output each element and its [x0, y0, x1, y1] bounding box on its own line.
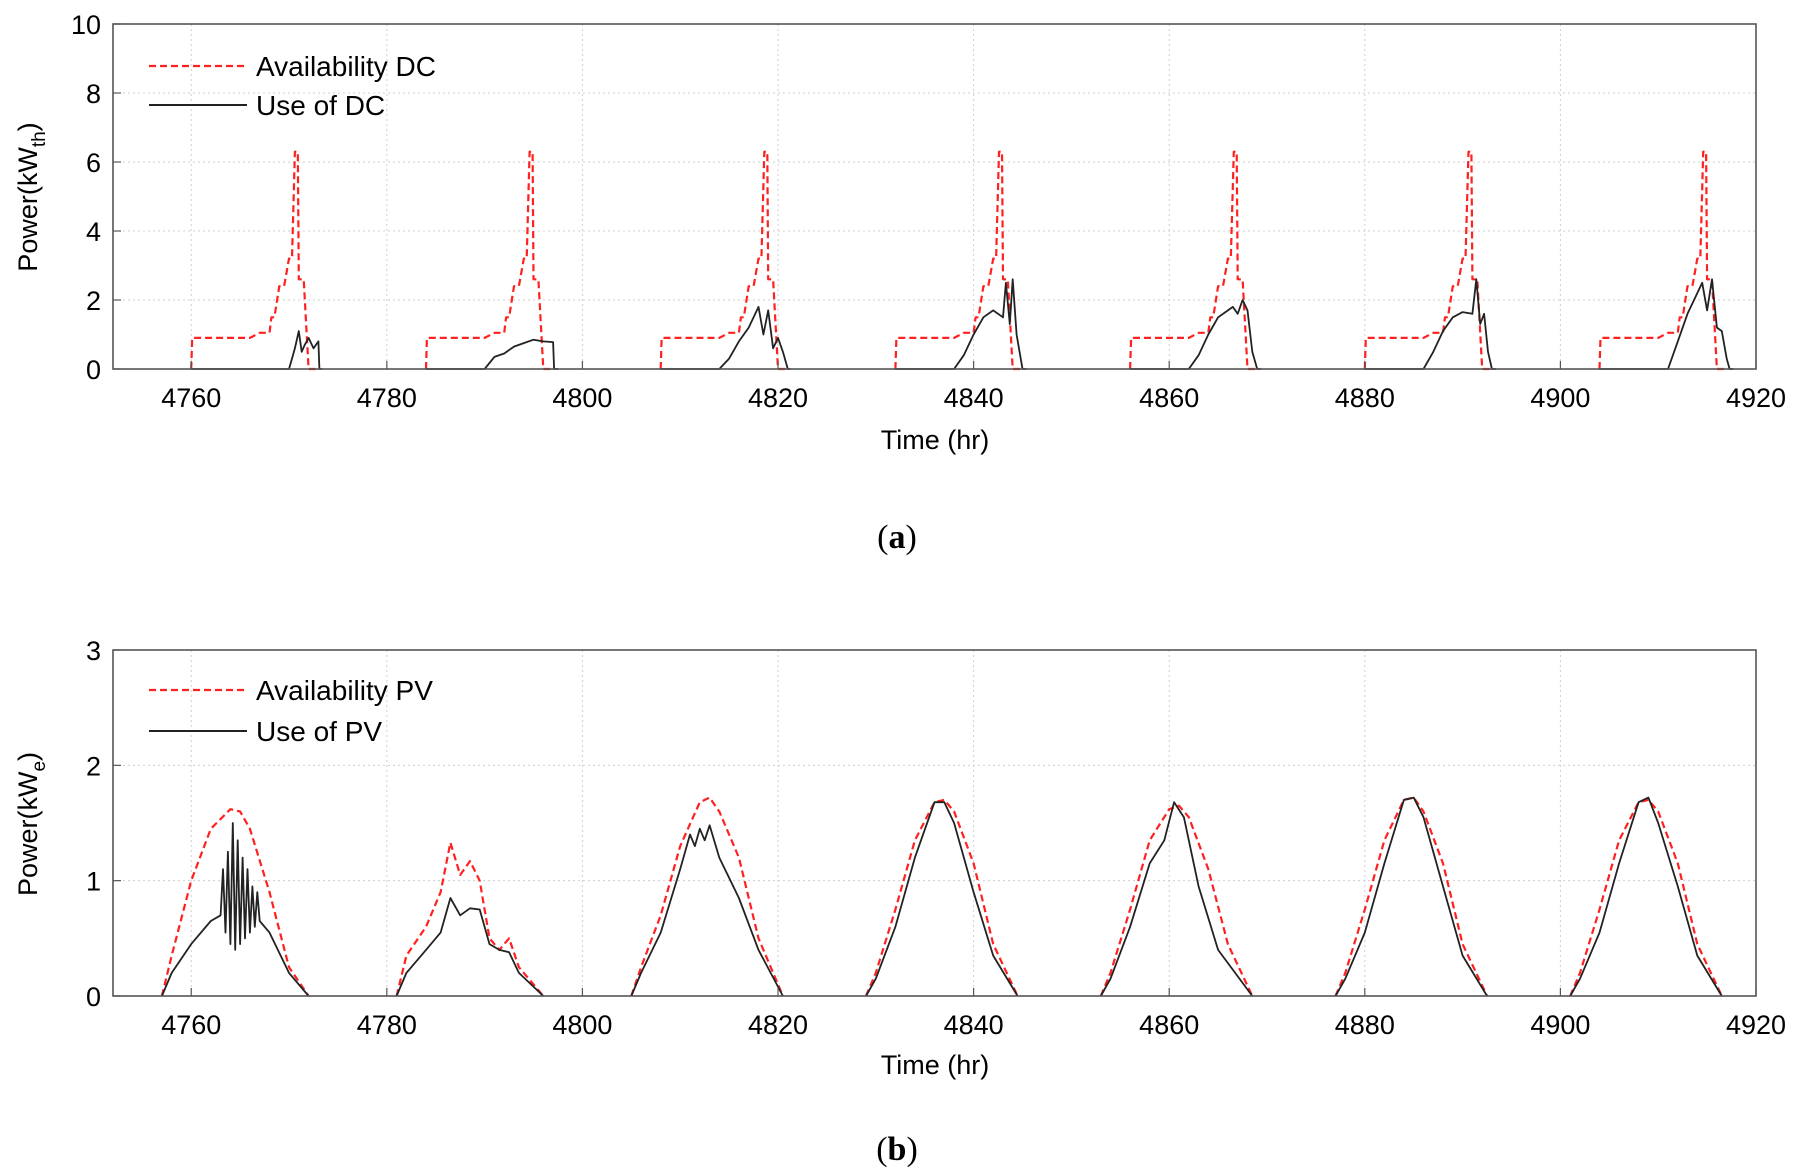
series-line-availability-dc-day-5	[1129, 150, 1258, 371]
series-line-use-of-pv-day-1	[161, 822, 310, 997]
x-tick-label-b: 4840	[944, 1010, 1004, 1040]
plot-frame-a	[112, 23, 1757, 370]
y-axis-label-b-main: Power(kW	[13, 771, 43, 896]
series-line-availability-dc-day-6	[1363, 150, 1492, 371]
x-tick-label-a: 4860	[1139, 383, 1199, 413]
series-line-availability-dc-day-2	[424, 150, 554, 371]
legend-a: Availability DC Use of DC	[149, 51, 436, 121]
series-line-use-of-dc-day-5	[1130, 299, 1262, 370]
grid-a	[113, 24, 1756, 369]
panel-caption-b: (b)	[876, 1131, 918, 1168]
chart-panel-b: 4760 4780 4800 4820 4840 4860 4880 4900 4920 0 1 2 3…	[13, 636, 1786, 1168]
x-axis-label-a: Time (hr)	[881, 425, 990, 455]
legend-label-use-pv: Use of PV	[256, 716, 382, 747]
series-line-use-of-dc-day-2	[426, 338, 558, 370]
series-line-availability-pv-day-1	[160, 808, 310, 997]
legend-label-use-dc: Use of DC	[256, 90, 385, 121]
y-axis-label-b-sub: e	[29, 761, 50, 772]
y-axis-label-a: Power(kWth)	[13, 122, 50, 271]
y-tick-label-a: 4	[86, 217, 101, 247]
y-tick-label-b: 0	[86, 982, 101, 1012]
series-line-use-of-dc-day-3	[660, 305, 791, 370]
legend-label-availability-pv: Availability PV	[256, 675, 433, 706]
series-line-availability-pv-day-3	[630, 796, 784, 997]
series-line-use-of-dc-day-6	[1364, 278, 1496, 370]
panel-caption-a: (a)	[877, 519, 917, 556]
series-line-use-of-dc-day-7	[1599, 278, 1734, 370]
y-axis-label-b-close: )	[13, 752, 43, 761]
x-tick-label-b: 4900	[1530, 1010, 1590, 1040]
x-tick-label-a: 4820	[748, 383, 808, 413]
y-tick-label-a: 0	[86, 355, 101, 385]
series-line-availability-pv-day-7	[1569, 798, 1723, 997]
series-line-availability-dc-day-7	[1598, 150, 1727, 371]
x-tick-label-a: 4780	[357, 383, 417, 413]
panel-caption-b-letter: b	[888, 1131, 907, 1168]
series-line-use-of-pv-day-2	[395, 897, 544, 997]
x-tick-label-b: 4820	[748, 1010, 808, 1040]
x-tick-label-a: 4840	[944, 383, 1004, 413]
x-axis-label-b: Time (hr)	[881, 1050, 990, 1080]
x-tick-label-a: 4800	[552, 383, 612, 413]
y-tick-label-b: 2	[86, 751, 101, 781]
series-line-use-of-pv-day-6	[1334, 796, 1488, 997]
y-axis-label-b: Power(kWe)	[13, 752, 50, 896]
y-tick-label-a: 10	[71, 10, 101, 40]
x-tick-label-a: 4760	[161, 383, 221, 413]
y-tick-label-a: 2	[86, 286, 101, 316]
series-line-availability-dc-day-4	[894, 150, 1023, 371]
plot-frame-b	[112, 649, 1757, 997]
y-tick-label-b: 3	[86, 636, 101, 666]
series-line-availability-pv-day-5	[1099, 804, 1254, 997]
y-tick-label-b: 1	[86, 867, 101, 897]
series-line-use-of-pv-day-7	[1569, 796, 1723, 997]
series-line-use-of-pv-day-3	[630, 824, 784, 997]
series-group-b	[160, 796, 1723, 997]
x-tick-label-b: 4800	[552, 1010, 612, 1040]
y-axis-label-a-close: )	[13, 122, 43, 131]
x-tick-label-b: 4860	[1139, 1010, 1199, 1040]
y-tick-label-a: 8	[86, 79, 101, 109]
series-line-availability-pv-day-6	[1334, 796, 1489, 997]
x-tick-label-b: 4780	[357, 1010, 417, 1040]
series-group-a	[190, 150, 1734, 371]
ticks-a: 4760 4780 4800 4820 4840 4860 4880 4900 4920 0 2 4 6…	[71, 10, 1786, 413]
legend-label-availability-dc: Availability DC	[256, 51, 436, 82]
ticks-b: 4760 4780 4800 4820 4840 4860 4880 4900 4920 0 1 2 3	[86, 636, 1786, 1040]
x-tick-label-a: 4920	[1726, 383, 1786, 413]
x-tick-label-b: 4760	[161, 1010, 221, 1040]
legend-b: Availability PV Use of PV	[149, 675, 433, 747]
x-tick-label-b: 4920	[1726, 1010, 1786, 1040]
y-axis-label-a-main: Power(kW	[13, 147, 43, 272]
x-tick-label-a: 4880	[1335, 383, 1395, 413]
series-line-use-of-dc-day-1	[191, 330, 323, 370]
panel-caption-a-letter: a	[889, 519, 906, 556]
x-tick-label-a: 4900	[1530, 383, 1590, 413]
grid-b	[113, 650, 1756, 996]
series-line-availability-dc-day-3	[659, 150, 788, 371]
series-line-availability-pv-day-2	[395, 841, 545, 997]
series-line-use-of-pv-day-5	[1100, 801, 1254, 997]
series-line-use-of-dc-day-4	[895, 278, 1027, 370]
y-axis-label-a-sub: th	[29, 131, 50, 147]
series-line-availability-dc-day-1	[190, 150, 319, 371]
series-line-use-of-pv-day-4	[865, 801, 1019, 997]
chart-panel-a: 4760 4780 4800 4820 4840 4860 4880 4900 4920 0 2 4 6…	[13, 10, 1786, 556]
y-tick-label-a: 6	[86, 148, 101, 178]
x-tick-label-b: 4880	[1335, 1010, 1395, 1040]
series-line-availability-pv-day-4	[864, 798, 1019, 997]
